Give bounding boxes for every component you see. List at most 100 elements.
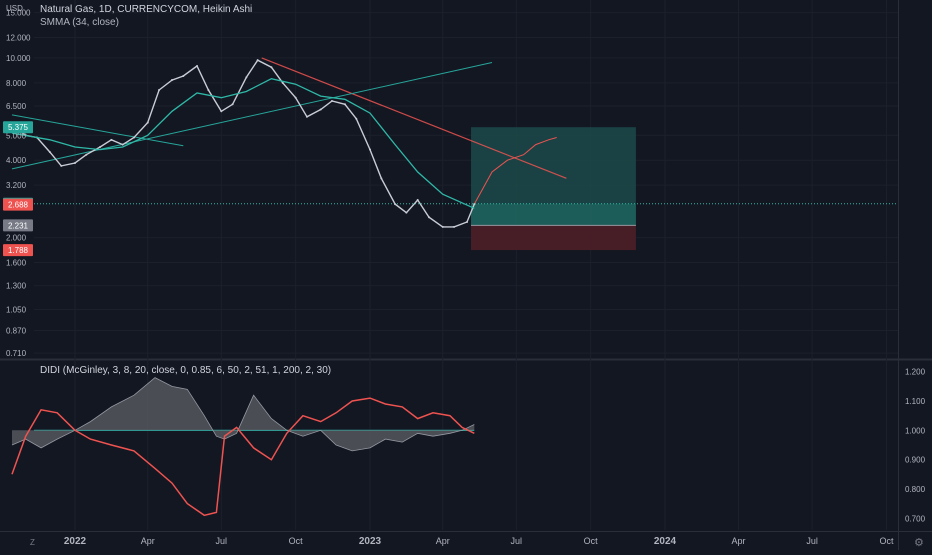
x-tick-label: Apr: [141, 536, 155, 546]
y-tick-label: 1.600: [6, 258, 27, 267]
price-point: [146, 121, 149, 124]
y-tick-label: 5.000: [6, 131, 27, 140]
price-point: [394, 203, 397, 206]
price-badge-label: 2.688: [8, 201, 29, 210]
oscillator-legend[interactable]: DIDI (McGinley, 3, 8, 20, close, 0, 0.85…: [40, 365, 332, 376]
osc-slow-area: [12, 377, 475, 451]
price-point: [74, 162, 76, 165]
y-tick-label: 3.200: [6, 181, 27, 190]
price-point: [294, 96, 297, 99]
price-point: [196, 65, 199, 68]
series: [10, 59, 476, 517]
currency-label: USD: [6, 4, 23, 13]
falling-trendline-line[interactable]: [11, 114, 184, 147]
y-tick-label: 1.050: [6, 306, 27, 315]
price-point: [369, 148, 371, 151]
y-tick-label: 0.710: [6, 349, 27, 358]
price-point: [60, 164, 63, 167]
price-point: [182, 75, 185, 78]
y-tick-label: 6.500: [6, 102, 27, 111]
y-tick-label: 2.000: [6, 234, 27, 243]
x-tick-label: Oct: [879, 536, 894, 546]
price-badge-label: 5.375: [8, 123, 29, 132]
y-tick-label: 0.870: [6, 326, 27, 335]
price-point: [133, 136, 135, 139]
price-point: [270, 66, 273, 69]
price-point: [48, 151, 51, 154]
price-point: [305, 115, 308, 118]
price-point: [428, 216, 430, 219]
axes: 2022 Apr Jul Oct 2023 Apr Jul Oct 2024 Apr Jul Oct 1…: [6, 9, 926, 547]
x-tick-label: 2022: [64, 536, 87, 547]
price-point: [319, 108, 322, 111]
price-badge: [3, 244, 33, 257]
smma-legend[interactable]: SMMA (34, close): [40, 17, 119, 28]
x-tick-label: Jul: [511, 536, 523, 546]
osc-tick-label: 1.000: [905, 426, 926, 435]
price-badge: [3, 121, 33, 134]
position-zones[interactable]: [34, 127, 898, 251]
price-point: [441, 225, 444, 228]
y-tick-label: 12.000: [6, 34, 31, 43]
x-tick-label: Jul: [216, 536, 228, 546]
osc-tick-label: 0.700: [905, 514, 926, 523]
price-point: [85, 153, 88, 156]
price-point: [331, 99, 334, 102]
osc-tick-label: 0.900: [905, 456, 926, 465]
x-tick-label: Oct: [289, 536, 304, 546]
y-tick-label: 8.000: [6, 79, 27, 88]
price-point: [110, 138, 113, 141]
y-tick-label: 1.300: [6, 282, 27, 291]
price-point: [355, 117, 358, 120]
chart-title[interactable]: Natural Gas, 1D, CURRENCYCOM, Heikin Ash…: [40, 4, 253, 15]
y-tick-label: 4.000: [6, 156, 27, 165]
osc-fast-line: [11, 397, 475, 517]
price-point: [207, 89, 210, 92]
x-tick-label: Apr: [732, 536, 746, 546]
x-tick-label: Oct: [584, 536, 599, 546]
projection-line[interactable]: [473, 137, 557, 205]
x-tick-label: Jul: [806, 536, 818, 546]
price-point: [256, 59, 259, 62]
loss-zone[interactable]: [471, 225, 636, 251]
price-point: [170, 79, 173, 82]
price-point: [416, 199, 419, 202]
timezone-label: Z: [30, 538, 35, 547]
price-point: [220, 110, 223, 113]
osc-tick-label: 1.200: [905, 368, 926, 377]
resistance-line[interactable]: [261, 57, 567, 179]
price-point: [281, 81, 284, 84]
price-point: [245, 76, 248, 79]
price-point: [473, 203, 476, 206]
price-point: [465, 220, 468, 223]
x-tick-label: Apr: [436, 536, 450, 546]
price-point: [405, 211, 408, 214]
gear-icon[interactable]: ⚙: [914, 537, 924, 549]
osc-slow-line: [11, 377, 475, 452]
osc-tick-label: 0.800: [905, 485, 926, 494]
x-tick-label: 2023: [359, 536, 382, 547]
rising-trendline-line[interactable]: [11, 62, 493, 170]
price-badge-label: 2.231: [8, 221, 29, 230]
price-series: [11, 59, 475, 228]
price-badge: [3, 219, 33, 232]
y-tick-label: 10.000: [6, 54, 31, 63]
profit-zone-core[interactable]: [471, 203, 636, 226]
price-point: [99, 146, 102, 149]
y-tick-label: 15.000: [6, 9, 31, 18]
price-point: [380, 177, 383, 180]
price-badge: [3, 198, 33, 211]
price-point: [343, 103, 346, 106]
price-point: [231, 103, 234, 106]
drawings[interactable]: [11, 57, 567, 205]
osc-tick-label: 1.100: [905, 397, 926, 406]
price-point: [158, 89, 161, 92]
smma-series: [11, 78, 475, 209]
x-tick-label: 2024: [654, 536, 677, 547]
price-badge-label: 1.788: [8, 246, 29, 255]
price-point: [453, 225, 456, 228]
